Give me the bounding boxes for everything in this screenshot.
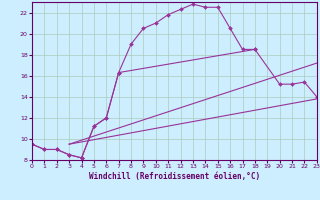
X-axis label: Windchill (Refroidissement éolien,°C): Windchill (Refroidissement éolien,°C) (89, 172, 260, 181)
